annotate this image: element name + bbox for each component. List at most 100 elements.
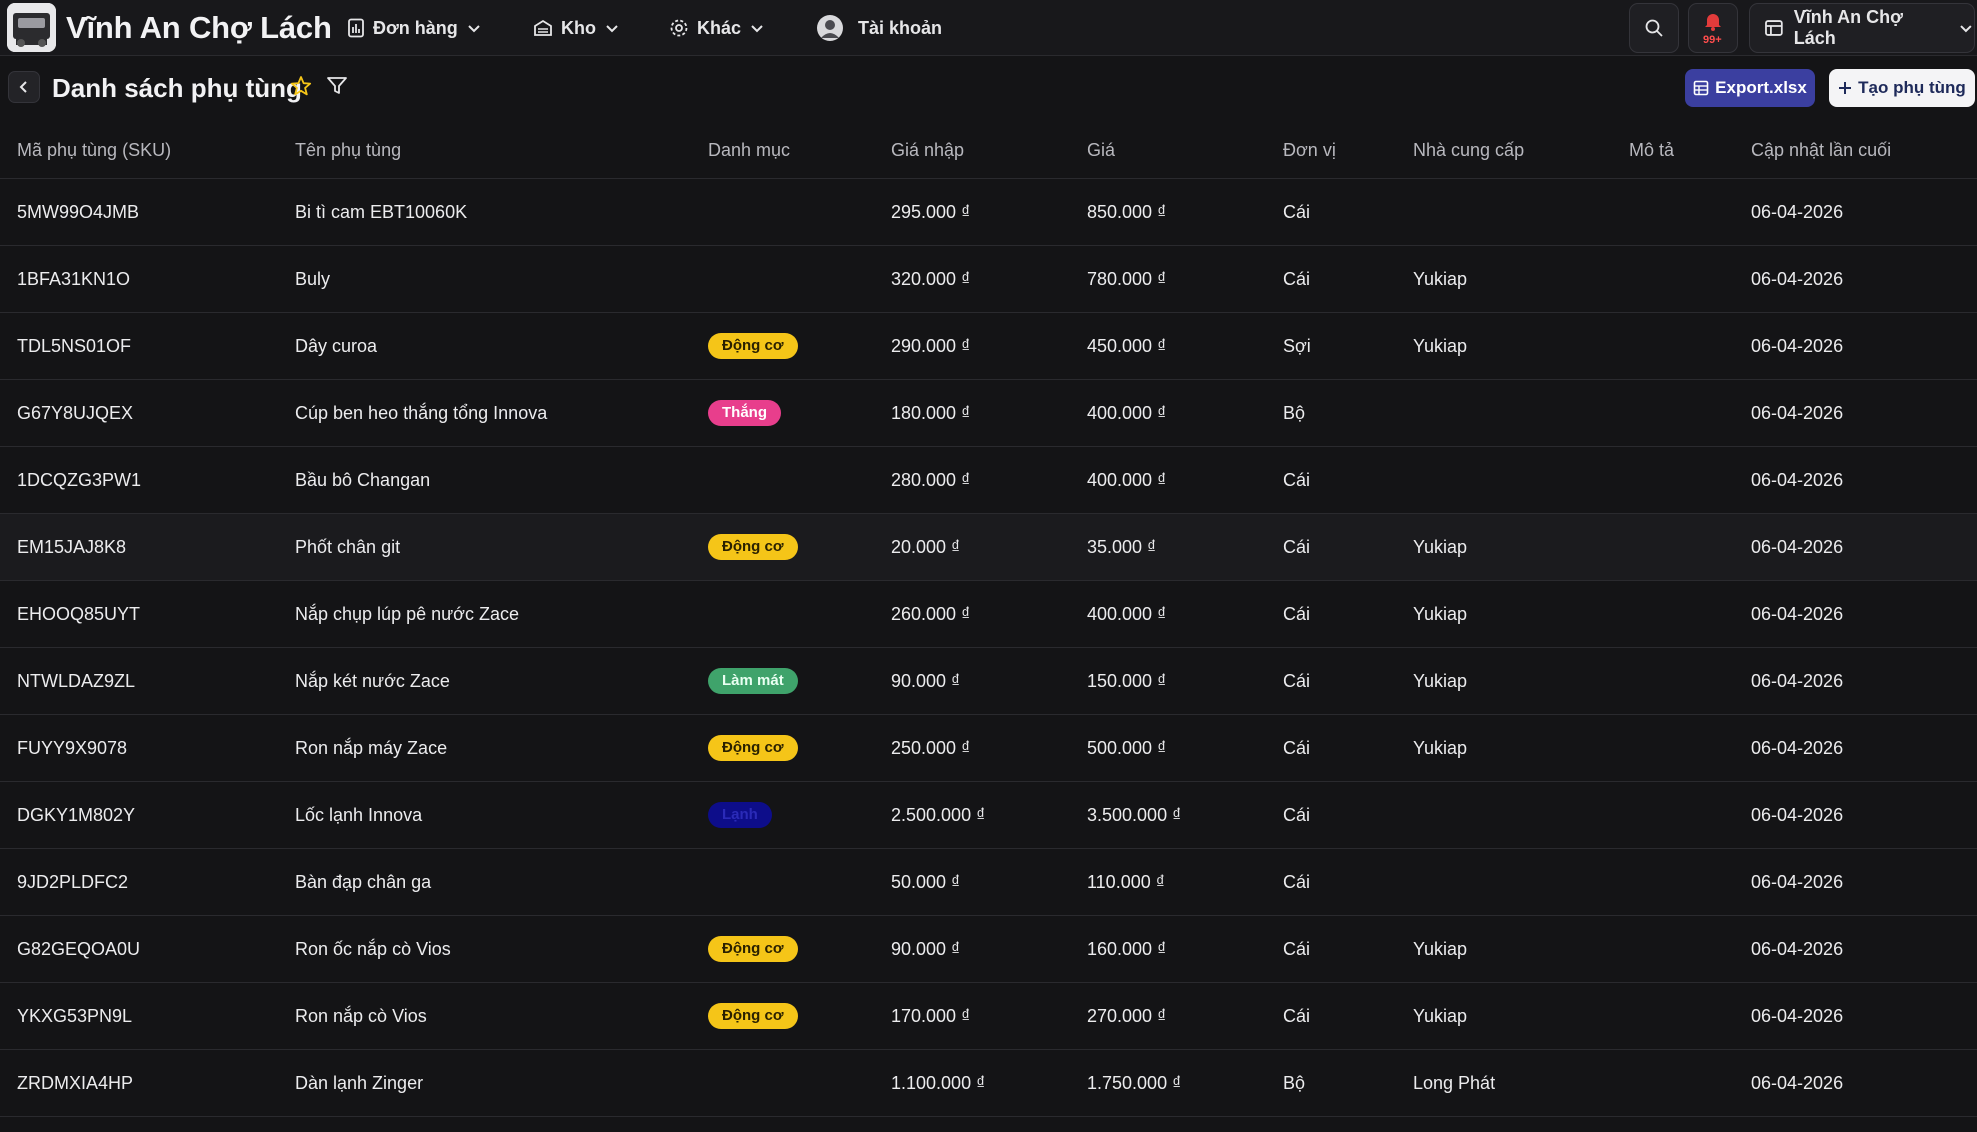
- filter-icon[interactable]: [326, 76, 348, 96]
- column-header-supplier[interactable]: Nhà cung cấp: [1413, 122, 1629, 179]
- unit-cell: Cái: [1283, 513, 1413, 581]
- unit-cell: Cái: [1283, 446, 1413, 514]
- unit-cell: Cái: [1283, 714, 1413, 782]
- chevron-down-icon: [751, 25, 763, 33]
- sku-cell: EHOOQ85UYT: [0, 580, 295, 648]
- receipt-icon: [348, 18, 364, 38]
- description-cell: [1629, 580, 1751, 648]
- category-tag: Động cơ: [708, 936, 798, 962]
- name-cell: Ron nắp cò Vios: [295, 982, 708, 1050]
- supplier-cell: [1413, 848, 1629, 916]
- table-row[interactable]: 5MW99O4JMB Bi tì cam EBT10060K 295.000 ₫ 85…: [0, 178, 1977, 246]
- table-row[interactable]: YKXG53PN9L Ron nắp cò Vios Động cơ 170.000 …: [0, 982, 1977, 1050]
- create-part-button[interactable]: Tạo phụ tùng: [1829, 69, 1975, 107]
- sku-cell: FUYY9X9078: [0, 714, 295, 782]
- star-icon[interactable]: [290, 75, 312, 97]
- category-tag: Động cơ: [708, 333, 798, 359]
- supplier-cell: [1413, 178, 1629, 246]
- updated-cell: 06-04-2026: [1751, 915, 1977, 983]
- description-cell: [1629, 915, 1751, 983]
- cost-cell: 260.000 ₫: [891, 580, 1087, 648]
- nav-stock[interactable]: Kho: [533, 13, 620, 43]
- nav-account-label: Tài khoản: [858, 17, 943, 38]
- price-cell: 150.000 ₫: [1087, 647, 1283, 715]
- category-cell: Động cơ: [708, 513, 891, 581]
- nav-other[interactable]: Khác: [669, 13, 765, 43]
- column-header-description[interactable]: Mô tả: [1629, 122, 1751, 179]
- store-selector[interactable]: Vĩnh An Chợ Lách: [1749, 3, 1975, 53]
- category-cell: Động cơ: [708, 312, 891, 380]
- table-row[interactable]: DGKY1M802Y Lốc lạnh Innova Lạnh 2.500.000 ₫…: [0, 781, 1977, 849]
- table-row[interactable]: ZRDMXIA4HP Dàn lạnh Zinger 1.100.000 ₫ 1.75…: [0, 1049, 1977, 1117]
- cost-cell: 320.000 ₫: [891, 245, 1087, 313]
- notifications-button[interactable]: 99+: [1688, 3, 1738, 53]
- table-row[interactable]: G82GEQOA0U Ron ốc nắp cò Vios Động cơ 90.00…: [0, 915, 1977, 983]
- brand-name[interactable]: Vĩnh An Chợ Lách: [66, 10, 332, 45]
- description-cell: [1629, 178, 1751, 246]
- unit-cell: Cái: [1283, 647, 1413, 715]
- gear-icon: [670, 19, 688, 37]
- table-row[interactable]: TDL5NS01OF Dây curoa Động cơ 290.000 ₫ 450.0…: [0, 312, 1977, 380]
- unit-cell: Cái: [1283, 178, 1413, 246]
- cost-cell: 20.000 ₫: [891, 513, 1087, 581]
- export-button[interactable]: Export.xlsx: [1685, 69, 1815, 107]
- table-row[interactable]: G67Y8UJQEX Cúp ben heo thắng tổng Innova T…: [0, 379, 1977, 447]
- unit-cell: Cái: [1283, 580, 1413, 648]
- column-header-name[interactable]: Tên phụ tùng: [295, 122, 708, 179]
- supplier-cell: [1413, 446, 1629, 514]
- price-cell: 450.000 ₫: [1087, 312, 1283, 380]
- back-button[interactable]: [8, 71, 40, 103]
- search-button[interactable]: [1629, 3, 1679, 53]
- table-row[interactable]: 1DCQZG3PW1 Bầu bô Changan 280.000 ₫ 400.000…: [0, 446, 1977, 514]
- category-cell: [708, 1049, 891, 1117]
- price-cell: 35.000 ₫: [1087, 513, 1283, 581]
- name-cell: Nắp két nước Zace: [295, 647, 708, 715]
- sku-cell: ZRDMXIA4HP: [0, 1049, 295, 1117]
- description-cell: [1629, 982, 1751, 1050]
- price-cell: 400.000 ₫: [1087, 446, 1283, 514]
- updated-cell: 06-04-2026: [1751, 982, 1977, 1050]
- sku-cell: YKXG53PN9L: [0, 982, 295, 1050]
- table-row[interactable]: EM15JAJ8K8 Phốt chân git Động cơ 20.000 ₫ 35…: [0, 513, 1977, 581]
- sku-cell: NTWLDAZ9ZL: [0, 647, 295, 715]
- supplier-cell: Yukiap: [1413, 312, 1629, 380]
- unit-cell: Bộ: [1283, 379, 1413, 447]
- nav-other-label: Khác: [697, 17, 742, 38]
- plus-icon: [1839, 82, 1852, 94]
- nav-account[interactable]: Tài khoản: [816, 13, 942, 43]
- column-header-updated[interactable]: Cập nhật lần cuối: [1751, 122, 1977, 179]
- price-cell: 110.000 ₫: [1087, 848, 1283, 916]
- cost-cell: 295.000 ₫: [891, 178, 1087, 246]
- updated-cell: 06-04-2026: [1751, 245, 1977, 313]
- column-header-unit[interactable]: Đơn vị: [1283, 122, 1413, 179]
- table-row[interactable]: EHOOQ85UYT Nắp chụp lúp pê nước Zace 260.0…: [0, 580, 1977, 648]
- sku-cell: 1DCQZG3PW1: [0, 446, 295, 514]
- description-cell: [1629, 513, 1751, 581]
- column-header-cost[interactable]: Giá nhập: [891, 122, 1087, 179]
- nav-orders[interactable]: Đơn hàng: [347, 13, 482, 43]
- price-cell: 500.000 ₫: [1087, 714, 1283, 782]
- supplier-cell: [1413, 379, 1629, 447]
- app-logo[interactable]: [7, 3, 56, 52]
- name-cell: Ron nắp máy Zace: [295, 714, 708, 782]
- category-tag: Thắng: [708, 400, 781, 426]
- table-row[interactable]: 9JD2PLDFC2 Bàn đạp chân ga 50.000 ₫ 110.000…: [0, 848, 1977, 916]
- unit-cell: Bộ: [1283, 1049, 1413, 1117]
- price-cell: 400.000 ₫: [1087, 580, 1283, 648]
- cost-cell: 170.000 ₫: [891, 982, 1087, 1050]
- bell-icon: [1705, 14, 1721, 31]
- category-cell: Động cơ: [708, 982, 891, 1050]
- warehouse-icon: [534, 19, 552, 36]
- parts-table: Mã phụ tùng (SKU) Tên phụ tùng Danh mục …: [0, 122, 1977, 1117]
- description-cell: [1629, 379, 1751, 447]
- sku-cell: TDL5NS01OF: [0, 312, 295, 380]
- price-cell: 270.000 ₫: [1087, 982, 1283, 1050]
- table-row[interactable]: NTWLDAZ9ZL Nắp két nước Zace Làm mát 90.000…: [0, 647, 1977, 715]
- page-title: Danh sách phụ tùng: [52, 73, 302, 103]
- category-cell: Thắng: [708, 379, 891, 447]
- column-header-category[interactable]: Danh mục: [708, 122, 891, 179]
- column-header-sku[interactable]: Mã phụ tùng (SKU): [0, 122, 295, 179]
- table-row[interactable]: FUYY9X9078 Ron nắp máy Zace Động cơ 250.000…: [0, 714, 1977, 782]
- table-row[interactable]: 1BFA31KN1O Buly 320.000 ₫ 780.000 ₫ Cái Yukia…: [0, 245, 1977, 313]
- column-header-price[interactable]: Giá: [1087, 122, 1283, 179]
